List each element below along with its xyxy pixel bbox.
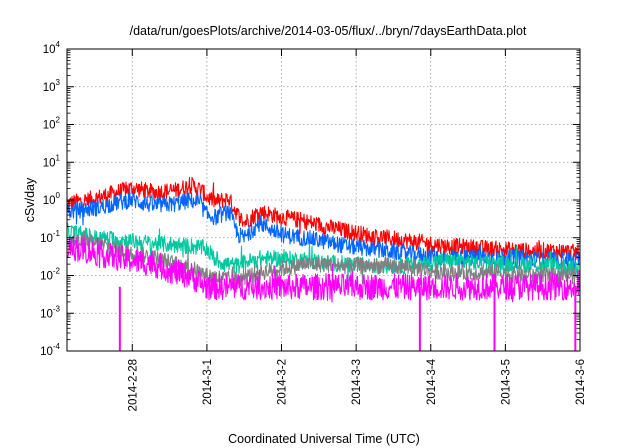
- y-tick-label: 101: [43, 153, 61, 169]
- y-tick-label: 104: [43, 40, 61, 56]
- chart-title: /data/run/goesPlots/archive/2014-03-05/f…: [130, 24, 527, 38]
- x-tick-label: 2014-3-1: [202, 359, 214, 405]
- y-tick-label: 10-4: [40, 342, 60, 358]
- x-tick-label: 2014-3-3: [351, 359, 363, 405]
- y-tick-label: 10-3: [40, 304, 60, 320]
- y-tick-label: 10-2: [40, 267, 60, 283]
- axis-ticks: [67, 48, 581, 352]
- x-axis-label: Coordinated Universal Time (UTC): [228, 432, 420, 446]
- x-tick-label: 2014-3-6: [575, 359, 587, 405]
- x-tick-labels: 2014-2-28 2014-3-1 2014-3-2 2014-3-3 2014-3-…: [127, 358, 587, 411]
- y-tick-label: 103: [43, 78, 61, 94]
- series-layer: [66, 176, 581, 351]
- y-tick-label: 10-1: [40, 229, 60, 245]
- series-line: [67, 235, 581, 303]
- y-tick-label: 102: [43, 116, 61, 132]
- y-tick-labels: 10-4 10-3 10-2 10-1 100 101 102 103 104: [40, 40, 60, 358]
- x-tick-label: 2014-3-4: [426, 358, 438, 405]
- x-tick-label: 2014-3-2: [277, 359, 289, 405]
- y-tick-label: 100: [43, 191, 61, 207]
- y-axis-label: cSv/day: [23, 177, 37, 222]
- x-tick-label: 2014-2-28: [127, 359, 139, 411]
- x-tick-label: 2014-3-5: [500, 359, 512, 405]
